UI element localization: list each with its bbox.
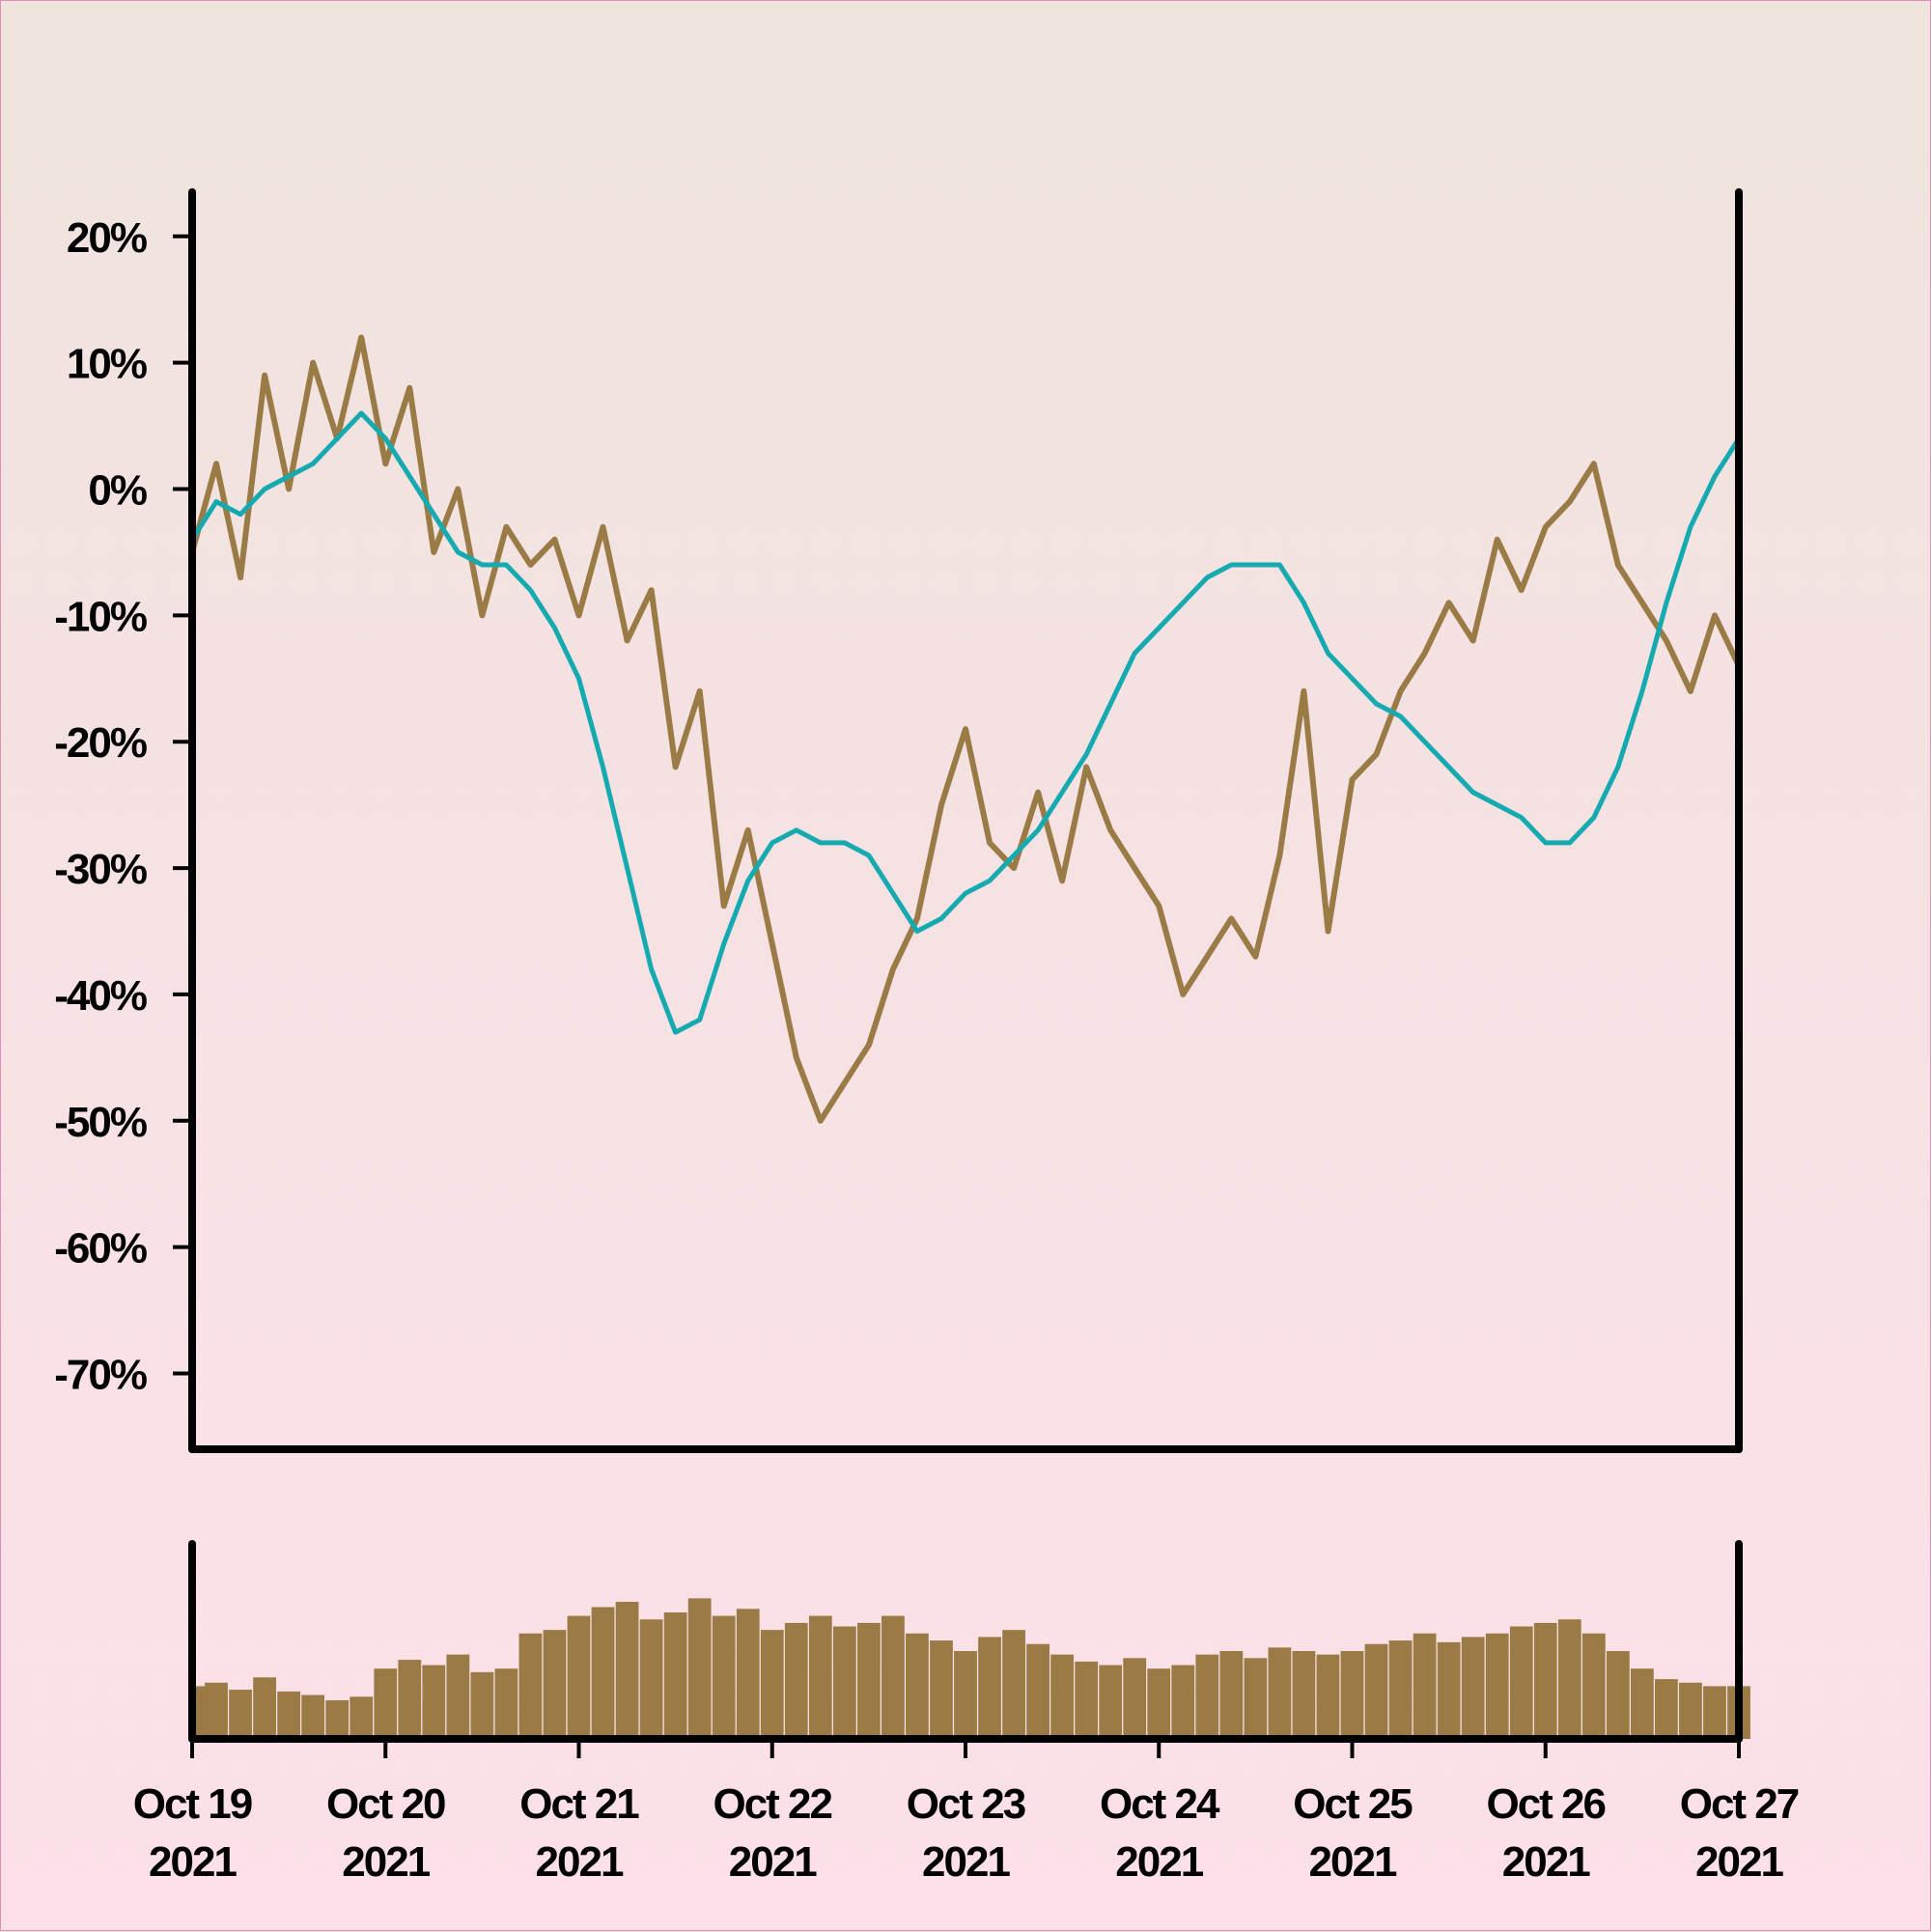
- x-tick-label-year: 2021: [536, 1838, 624, 1886]
- volume-bar: [495, 1668, 518, 1739]
- volume-bar: [1099, 1666, 1122, 1739]
- volume-bar: [374, 1668, 397, 1739]
- volume-bar: [1582, 1634, 1606, 1739]
- volume-bar: [737, 1609, 760, 1739]
- volume-bar: [906, 1634, 929, 1739]
- volume-bar: [761, 1630, 784, 1739]
- volume-bar: [544, 1630, 567, 1739]
- volume-bar: [1341, 1651, 1364, 1739]
- volume-bar: [1317, 1655, 1340, 1739]
- volume-bar: [1486, 1634, 1509, 1739]
- x-tick-label-year: 2021: [1309, 1838, 1397, 1886]
- y-tick-label: -60%: [54, 1225, 147, 1273]
- x-tick-label-year: 2021: [149, 1838, 237, 1886]
- volume-bar: [277, 1692, 300, 1739]
- volume-bar: [954, 1651, 977, 1739]
- volume-bar: [1123, 1658, 1146, 1739]
- y-tick-label: -40%: [54, 972, 147, 1020]
- volume-bar: [1438, 1642, 1461, 1739]
- volume-bar: [205, 1683, 228, 1739]
- volume-bar: [1147, 1668, 1170, 1739]
- volume-bar: [325, 1700, 349, 1739]
- y-tick-label: 0%: [88, 467, 146, 515]
- volume-bar: [1269, 1647, 1292, 1739]
- y-tick-label: -10%: [54, 593, 147, 640]
- x-tick-label: Oct 21: [519, 1780, 639, 1828]
- y-tick-label: -20%: [54, 719, 147, 767]
- volume-bar: [1026, 1644, 1049, 1739]
- x-tick-label-year: 2021: [922, 1838, 1010, 1886]
- volume-bar: [1462, 1637, 1485, 1739]
- volume-bar: [422, 1666, 445, 1739]
- volume-bar: [1219, 1651, 1243, 1739]
- volume-bar: [1195, 1655, 1218, 1739]
- volume-bar: [1293, 1651, 1316, 1739]
- volume-bar: [640, 1619, 663, 1739]
- volume-bar: [713, 1616, 736, 1739]
- volume-bar: [1365, 1644, 1388, 1739]
- volume-bar: [519, 1634, 543, 1739]
- volume-bar: [833, 1627, 856, 1739]
- volume-bar: [1002, 1630, 1025, 1739]
- volume-bar: [568, 1616, 591, 1739]
- volume-bar: [1558, 1619, 1581, 1739]
- volume-bar: [1655, 1679, 1678, 1739]
- x-tick-label: Oct 22: [713, 1780, 831, 1828]
- x-tick-label: Oct 19: [133, 1780, 252, 1828]
- volume-bar: [229, 1690, 252, 1739]
- volume-bar: [350, 1696, 373, 1739]
- x-tick-label-year: 2021: [1115, 1838, 1203, 1886]
- price-panel: [192, 337, 1739, 1120]
- x-tick-label: Oct 25: [1293, 1780, 1413, 1828]
- x-tick-label-year: 2021: [1695, 1838, 1783, 1886]
- volume-panel: [192, 1598, 1750, 1739]
- volume-bar: [1244, 1658, 1267, 1739]
- volume-bar: [1631, 1668, 1654, 1739]
- volume-bar: [664, 1612, 687, 1739]
- y-tick-label: 20%: [67, 214, 147, 262]
- volume-bar: [857, 1623, 881, 1739]
- volume-bar: [470, 1672, 493, 1739]
- volume-bar: [1679, 1683, 1702, 1739]
- y-tick-label: -50%: [54, 1099, 147, 1146]
- volume-bar: [1075, 1662, 1098, 1739]
- x-tick-label-year: 2021: [729, 1838, 817, 1886]
- volume-bar: [446, 1655, 469, 1739]
- volume-bar: [1050, 1655, 1074, 1739]
- volume-bar: [930, 1640, 953, 1739]
- y-tick-label: -30%: [54, 846, 147, 893]
- x-tick-label: Oct 24: [1100, 1780, 1220, 1828]
- x-tick-label-year: 2021: [1502, 1838, 1590, 1886]
- volume-bar: [1413, 1634, 1437, 1739]
- volume-bar: [809, 1616, 832, 1739]
- volume-bar: [1534, 1623, 1557, 1739]
- volume-bar: [398, 1660, 421, 1739]
- volume-bar: [1389, 1640, 1413, 1739]
- volume-bar: [882, 1616, 905, 1739]
- volume-bar: [1510, 1627, 1533, 1739]
- volume-bar: [978, 1637, 1001, 1739]
- volume-bar: [592, 1608, 615, 1740]
- volume-bar: [785, 1623, 808, 1739]
- x-tick-label: Oct 26: [1486, 1780, 1605, 1828]
- volume-bar: [1703, 1686, 1726, 1739]
- x-tick-label: Oct 23: [907, 1780, 1025, 1828]
- volume-bar: [301, 1695, 324, 1740]
- volume-bar: [616, 1602, 639, 1739]
- x-tick-label-year: 2021: [342, 1838, 430, 1886]
- y-tick-label: 10%: [67, 341, 147, 388]
- volume-bar: [688, 1598, 712, 1739]
- y-tick-label: -70%: [54, 1351, 147, 1398]
- volume-bar: [1607, 1651, 1630, 1739]
- x-tick-label: Oct 20: [326, 1780, 445, 1828]
- volume-bar: [1171, 1666, 1194, 1739]
- x-tick-label: Oct 27: [1680, 1780, 1799, 1828]
- volume-bar: [253, 1677, 276, 1739]
